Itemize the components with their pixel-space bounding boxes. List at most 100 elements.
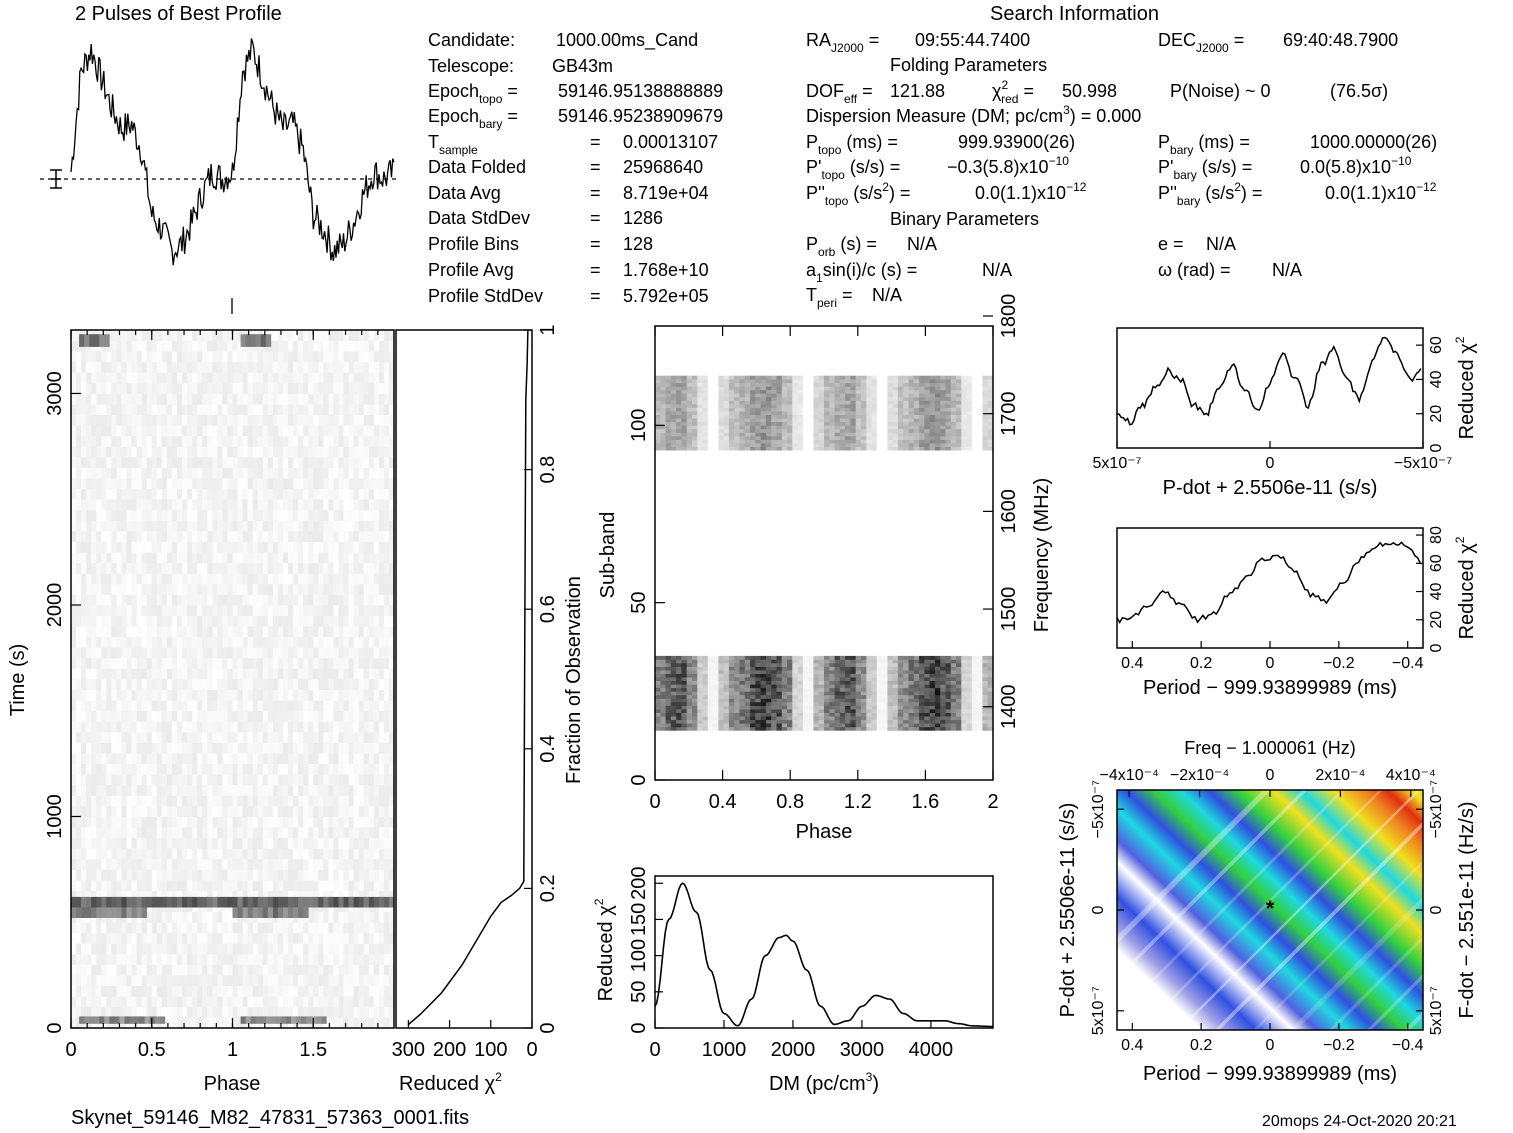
time-phase-cell — [247, 530, 253, 542]
time-phase-cell — [222, 858, 228, 870]
time-phase-cell — [378, 615, 385, 627]
time-phase-cell — [76, 700, 82, 712]
time-phase-cell — [328, 827, 334, 839]
time-phase-cell — [298, 393, 304, 405]
time-phase-cell — [252, 562, 259, 574]
time-phase-cell — [353, 478, 359, 490]
time-phase-cell — [161, 414, 168, 426]
subband-cell — [787, 726, 793, 731]
time-phase-cell — [177, 393, 183, 405]
time-phase-cell — [298, 647, 304, 659]
time-phase-cell — [81, 456, 87, 468]
time-phase-cell — [222, 985, 228, 997]
time-phase-cell — [308, 456, 314, 468]
tc-x-tick-label: 0 — [526, 1039, 537, 1061]
time-phase-cell — [343, 626, 349, 638]
eq-4: = — [590, 208, 601, 228]
time-phase-cell — [192, 795, 198, 807]
time-phase-cell — [177, 700, 183, 712]
time-phase-cell — [252, 361, 259, 373]
time-phase-cell — [308, 552, 314, 564]
subband-cell — [850, 723, 857, 728]
time-phase-cell — [303, 742, 309, 754]
time-phase-cell — [156, 922, 163, 934]
subband-cell — [971, 712, 978, 717]
time-phase-cell — [318, 552, 324, 564]
time-phase-cell — [247, 488, 253, 500]
time-phase-cell — [348, 626, 354, 638]
time-phase-cell — [116, 1006, 122, 1018]
time-phase-cell — [131, 541, 137, 553]
time-phase-cell — [177, 837, 183, 849]
time-phase-cell — [197, 954, 203, 965]
time-phase-cell — [177, 710, 183, 722]
time-phase-cell — [267, 763, 274, 775]
time-phase-cell — [262, 520, 269, 532]
subband-cell — [660, 712, 666, 717]
time-phase-cell — [257, 361, 264, 373]
time-phase-dark-cell — [245, 334, 251, 347]
subband-cell — [845, 723, 851, 728]
time-phase-cell — [267, 731, 274, 743]
time-phase-cell — [81, 414, 87, 426]
time-phase-cell — [348, 330, 354, 341]
time-phase-cell — [217, 456, 223, 468]
time-phase-cell — [363, 330, 370, 341]
time-phase-cell — [328, 573, 334, 585]
time-phase-cell — [192, 922, 198, 934]
time-phase-cell — [146, 647, 153, 659]
time-phase-cell — [121, 932, 127, 944]
time-phase-cell — [343, 541, 349, 553]
time-phase-cell — [96, 562, 102, 574]
time-phase-cell — [267, 499, 274, 511]
eq-7: = — [590, 286, 601, 306]
time-phase-cell — [121, 657, 127, 669]
time-phase-cell — [257, 774, 264, 786]
time-phase-cell — [106, 795, 112, 807]
time-phase-cell — [373, 774, 380, 786]
time-phase-cell — [378, 911, 385, 923]
time-phase-cell — [126, 922, 132, 934]
time-phase-cell — [353, 753, 359, 764]
time-phase-cell — [111, 446, 117, 458]
time-phase-cell — [288, 425, 294, 437]
time-phase-cell — [338, 573, 344, 585]
time-phase-cell — [272, 668, 279, 680]
time-phase-cell — [161, 552, 168, 564]
time-phase-cell — [283, 943, 289, 955]
time-phase-cell — [237, 594, 243, 606]
time-phase-cell — [298, 657, 304, 669]
time-phase-cell — [91, 393, 97, 405]
subband-cell — [713, 726, 719, 731]
time-phase-cell — [242, 721, 248, 733]
time-phase-cell — [383, 478, 390, 490]
time-phase-cell — [91, 700, 97, 712]
subband-cell — [760, 719, 767, 724]
time-phase-cell — [272, 626, 279, 638]
time-phase-cell — [81, 805, 87, 817]
time-phase-cell — [333, 541, 339, 553]
time-phase-cell — [126, 742, 132, 754]
time-phase-cell — [207, 499, 213, 511]
time-phase-cell — [277, 404, 284, 415]
time-phase-cell — [378, 858, 385, 870]
time-phase-cell — [156, 594, 163, 606]
time-phase-cell — [333, 414, 339, 426]
time-phase-cell — [76, 795, 82, 807]
time-phase-dark-cell — [104, 1016, 110, 1024]
time-phase-cell — [121, 393, 127, 405]
time-phase-cell — [131, 509, 137, 521]
time-phase-cell — [91, 541, 97, 553]
time-phase-cell — [217, 763, 223, 775]
time-phase-cell — [71, 647, 77, 659]
time-phase-cell — [106, 541, 112, 553]
time-phase-cell — [192, 636, 198, 648]
subband-cell — [977, 712, 983, 717]
time-phase-cell — [86, 742, 92, 754]
time-phase-cell — [116, 541, 122, 553]
subband-cell — [797, 719, 804, 724]
time-phase-cell — [363, 647, 370, 659]
time-phase-cell — [101, 615, 107, 627]
time-phase-cell — [212, 848, 218, 860]
time-phase-cell — [182, 361, 188, 373]
